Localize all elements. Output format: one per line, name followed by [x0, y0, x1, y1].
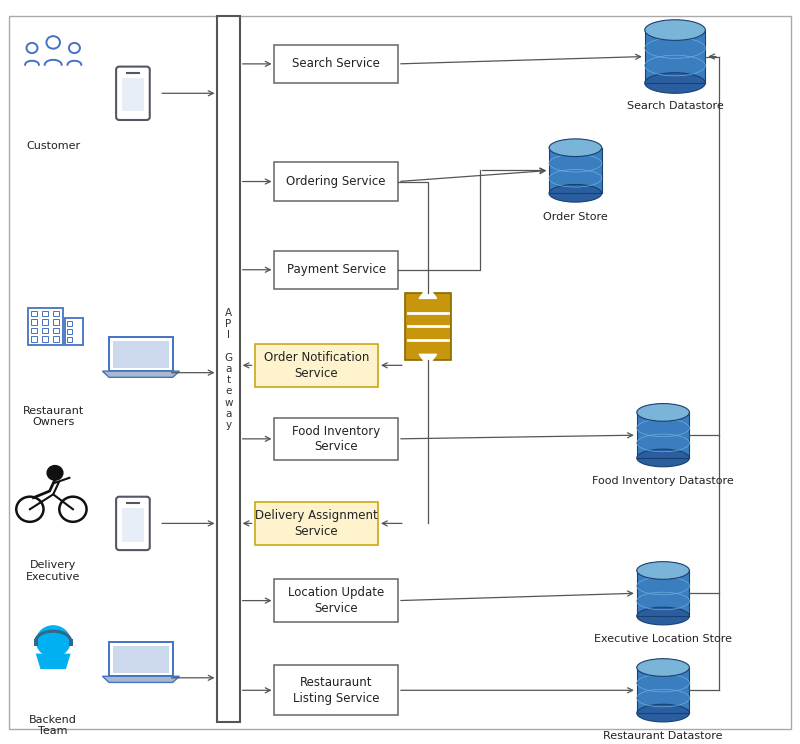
Bar: [42, 327, 48, 333]
Ellipse shape: [637, 449, 690, 466]
Bar: [34, 639, 38, 646]
FancyBboxPatch shape: [274, 580, 398, 622]
Bar: [65, 318, 83, 344]
Text: Ordering Service: Ordering Service: [286, 175, 386, 188]
Text: Customer: Customer: [26, 141, 80, 151]
Circle shape: [47, 466, 63, 480]
Text: Food Inventory
Service: Food Inventory Service: [292, 425, 380, 453]
Bar: [69, 639, 73, 646]
Bar: [637, 412, 690, 458]
Text: Restaurant
Owners: Restaurant Owners: [22, 405, 84, 427]
Ellipse shape: [645, 20, 706, 40]
Text: Delivery Assignment
Service: Delivery Assignment Service: [255, 509, 378, 538]
Bar: [31, 327, 38, 333]
Bar: [122, 508, 143, 542]
FancyBboxPatch shape: [274, 665, 398, 715]
Text: Executive Location Store: Executive Location Store: [594, 635, 732, 644]
Bar: [53, 327, 59, 333]
Ellipse shape: [637, 562, 690, 580]
Ellipse shape: [637, 705, 690, 722]
Bar: [42, 336, 48, 341]
Text: Search Datastore: Search Datastore: [626, 101, 723, 112]
FancyBboxPatch shape: [254, 344, 378, 387]
Bar: [549, 148, 602, 193]
FancyBboxPatch shape: [274, 45, 398, 83]
Bar: [113, 646, 169, 673]
Bar: [645, 30, 706, 83]
FancyBboxPatch shape: [274, 251, 398, 289]
Bar: [637, 667, 690, 713]
Polygon shape: [419, 354, 437, 366]
Bar: [42, 319, 48, 325]
Text: Delivery
Executive: Delivery Executive: [26, 560, 80, 582]
Text: Backend
Team: Backend Team: [30, 714, 77, 736]
Text: Location Update
Service: Location Update Service: [288, 586, 384, 615]
FancyBboxPatch shape: [10, 16, 790, 729]
Bar: [53, 311, 59, 316]
Ellipse shape: [549, 185, 602, 202]
FancyBboxPatch shape: [254, 502, 378, 545]
Text: A
P
I
 
G
a
t
e
w
a
y: A P I G a t e w a y: [224, 308, 233, 430]
Text: Order Store: Order Store: [543, 211, 608, 222]
Bar: [53, 336, 59, 341]
Bar: [42, 311, 48, 316]
Text: Restauraunt
Listing Service: Restauraunt Listing Service: [293, 676, 379, 705]
Bar: [113, 341, 169, 368]
Circle shape: [36, 625, 70, 657]
Bar: [67, 321, 72, 326]
Bar: [122, 78, 143, 112]
Bar: [637, 571, 690, 616]
Polygon shape: [102, 371, 179, 377]
Text: Order Notification
Service: Order Notification Service: [264, 351, 369, 379]
Ellipse shape: [637, 607, 690, 625]
Bar: [67, 337, 72, 341]
Text: Search Service: Search Service: [292, 57, 380, 71]
FancyBboxPatch shape: [274, 417, 398, 461]
Text: Restaurant Datastore: Restaurant Datastore: [603, 731, 723, 742]
Text: Payment Service: Payment Service: [286, 263, 386, 276]
Bar: [31, 311, 38, 316]
Ellipse shape: [637, 403, 690, 421]
Polygon shape: [419, 286, 437, 298]
Bar: [31, 336, 38, 341]
Bar: [53, 319, 59, 325]
Polygon shape: [102, 676, 179, 682]
FancyBboxPatch shape: [405, 292, 451, 360]
Bar: [67, 329, 72, 334]
Ellipse shape: [645, 73, 706, 93]
Text: Food Inventory Datastore: Food Inventory Datastore: [592, 476, 734, 487]
Bar: [28, 307, 63, 344]
FancyBboxPatch shape: [274, 162, 398, 201]
Ellipse shape: [637, 658, 690, 676]
Bar: [31, 319, 38, 325]
Polygon shape: [36, 654, 70, 669]
Bar: [218, 16, 240, 722]
Ellipse shape: [549, 139, 602, 156]
